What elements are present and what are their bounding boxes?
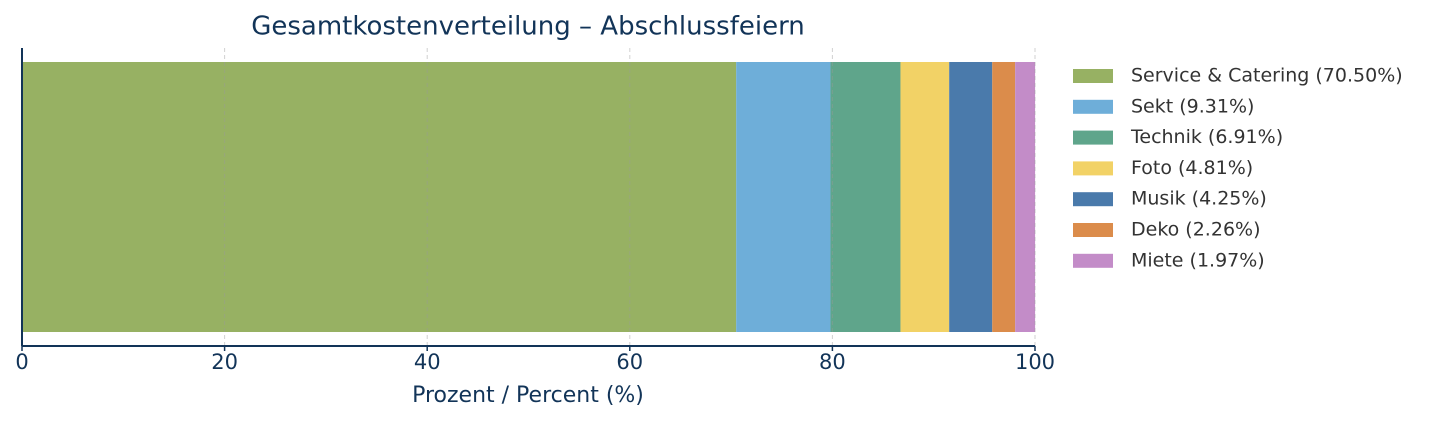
legend-label: Musik (4.25%) bbox=[1131, 188, 1267, 210]
legend-swatch bbox=[1073, 192, 1113, 207]
x-axis-label: Prozent / Percent (%) bbox=[412, 383, 644, 408]
bar-segment bbox=[900, 62, 950, 332]
x-tick-label: 20 bbox=[211, 350, 238, 374]
legend-label: Deko (2.26%) bbox=[1131, 219, 1261, 241]
legend-label: Miete (1.97%) bbox=[1131, 249, 1265, 271]
x-tick-label: 0 bbox=[15, 350, 28, 374]
legend-label: Technik (6.91%) bbox=[1130, 126, 1283, 148]
legend-swatch bbox=[1073, 130, 1113, 145]
legend-label: Service & Catering (70.50%) bbox=[1131, 65, 1403, 87]
legend-swatch bbox=[1073, 223, 1113, 237]
bar-segment bbox=[992, 62, 1016, 332]
x-tick-label: 100 bbox=[1015, 350, 1055, 374]
chart-title: Gesamtkostenverteilung – Abschlussfeiern bbox=[251, 12, 805, 42]
bar-segment bbox=[830, 62, 901, 332]
x-tick-label: 40 bbox=[414, 350, 441, 374]
x-tick-label: 60 bbox=[616, 350, 643, 374]
legend-swatch bbox=[1073, 161, 1113, 176]
legend-label: Foto (4.81%) bbox=[1131, 157, 1253, 179]
bar-segment bbox=[22, 62, 737, 332]
bar-segment bbox=[736, 62, 831, 332]
bar-segment bbox=[949, 62, 993, 332]
x-tick-label: 80 bbox=[819, 350, 846, 374]
legend-label: Sekt (9.31%) bbox=[1131, 95, 1254, 117]
legend-swatch bbox=[1073, 253, 1113, 268]
bar-segment bbox=[1015, 62, 1036, 332]
legend-swatch bbox=[1073, 69, 1113, 83]
legend-swatch bbox=[1073, 99, 1113, 114]
